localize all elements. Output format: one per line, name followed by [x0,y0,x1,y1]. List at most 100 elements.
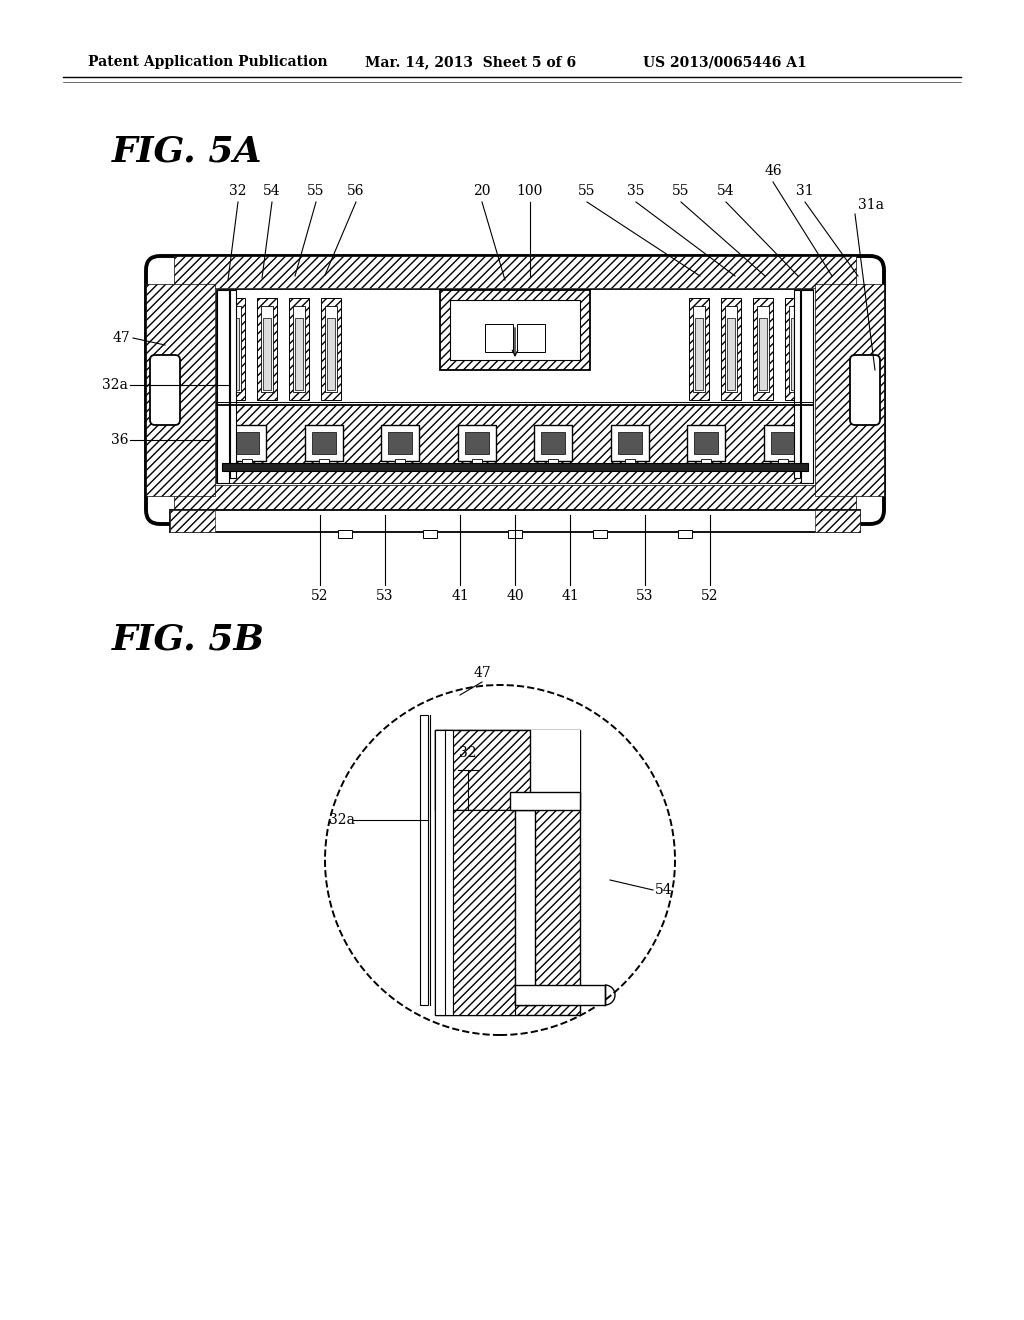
Bar [458,425,496,461]
Bar [318,459,329,471]
Polygon shape [453,810,515,1015]
Text: 53: 53 [636,589,653,603]
Bar [217,290,229,483]
Bar [611,425,649,461]
Text: 54: 54 [263,183,281,198]
Bar [222,463,808,471]
Polygon shape [170,510,215,532]
Text: 40: 40 [506,589,524,603]
Polygon shape [146,284,215,496]
Polygon shape [815,284,884,496]
FancyBboxPatch shape [850,355,880,425]
Polygon shape [217,290,813,483]
Text: 32a: 32a [102,378,128,392]
Bar [725,306,737,392]
Bar [753,298,773,400]
Bar [440,290,590,370]
Bar [542,432,565,454]
Bar [695,318,703,389]
Bar [727,318,735,389]
Bar [771,432,795,454]
Bar [304,425,343,461]
Text: 32: 32 [459,746,477,760]
Text: 35: 35 [628,183,645,198]
Text: 52: 52 [311,589,329,603]
Bar [757,306,769,392]
Text: 56: 56 [347,183,365,198]
Text: 55: 55 [579,183,596,198]
Bar [778,459,788,471]
Bar [535,425,572,461]
Bar [395,459,406,471]
Text: 31: 31 [797,183,814,198]
Bar [693,306,705,392]
FancyBboxPatch shape [150,355,180,425]
Bar [687,425,725,461]
Polygon shape [174,484,856,524]
Bar [785,298,805,400]
Text: 47: 47 [113,331,130,345]
Bar [228,425,266,461]
Bar [217,290,813,483]
Text: 55: 55 [672,183,690,198]
Bar [229,306,241,392]
Bar [420,715,428,1005]
Bar [263,318,271,389]
Bar [257,298,278,400]
Bar [791,318,799,389]
Bar [450,300,580,360]
Polygon shape [435,730,580,1015]
Bar [517,323,545,352]
Text: Patent Application Publication: Patent Application Publication [88,55,328,69]
Bar [423,531,437,539]
Bar [170,510,860,532]
Bar [225,298,245,400]
Bar [231,318,239,389]
Bar [759,318,767,389]
Polygon shape [815,510,860,532]
Bar [764,425,802,461]
Text: 52: 52 [701,589,719,603]
Text: Mar. 14, 2013  Sheet 5 of 6: Mar. 14, 2013 Sheet 5 of 6 [365,55,577,69]
Text: US 2013/0065446 A1: US 2013/0065446 A1 [643,55,807,69]
Bar [222,290,808,405]
Bar [801,290,813,483]
Text: 41: 41 [561,589,579,603]
Text: FIG. 5B: FIG. 5B [112,623,265,657]
Bar [508,531,522,539]
Bar [678,531,692,539]
Bar [721,298,741,400]
Bar [548,459,558,471]
Text: 32a: 32a [329,813,355,828]
Bar [261,306,273,392]
Text: 55: 55 [307,183,325,198]
Bar [230,290,236,478]
Bar [485,323,513,352]
Bar [510,792,580,810]
Text: 41: 41 [452,589,469,603]
Text: 36: 36 [111,433,128,447]
Polygon shape [174,256,856,288]
Bar [234,432,259,454]
Text: 54: 54 [717,183,735,198]
Text: 31a: 31a [858,198,884,213]
Bar [794,290,800,478]
Bar [689,298,709,400]
Bar [465,432,488,454]
Bar [289,298,309,400]
Bar [435,730,580,810]
Text: 20: 20 [473,183,490,198]
Text: 32: 32 [229,183,247,198]
FancyBboxPatch shape [146,256,884,524]
Bar [311,432,336,454]
Text: FIG. 5A: FIG. 5A [112,135,262,169]
Bar [625,459,635,471]
Bar [295,318,303,389]
Bar [515,985,605,1005]
Text: 54: 54 [655,883,673,898]
Bar [515,810,535,1005]
Bar [694,432,719,454]
Text: 47: 47 [473,667,490,680]
Polygon shape [435,730,530,810]
Bar [327,318,335,389]
